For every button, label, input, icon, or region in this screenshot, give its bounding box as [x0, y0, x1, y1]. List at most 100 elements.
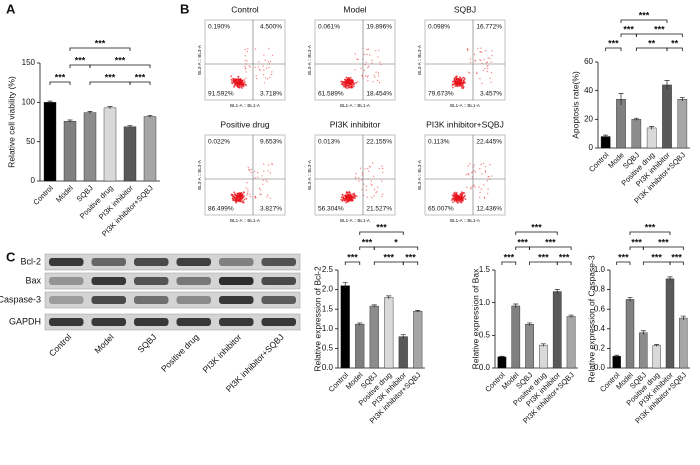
- event-dot: [271, 71, 273, 73]
- event-dot: [457, 198, 460, 201]
- event-dot: [348, 86, 350, 89]
- bracket: [635, 33, 683, 37]
- flow-title: Model: [343, 4, 366, 14]
- significance-label: ***: [95, 38, 106, 48]
- bar: [143, 116, 157, 182]
- event-dot: [487, 67, 489, 70]
- error-bar: [357, 322, 363, 326]
- event-dot: [345, 195, 347, 198]
- event-dot: [267, 61, 270, 63]
- event-dot: [239, 79, 242, 82]
- quadrant-percent: 21.527%: [366, 206, 392, 213]
- event-dot: [376, 191, 378, 193]
- bar: [497, 356, 507, 369]
- event-dot: [246, 194, 248, 196]
- event-dot: [357, 81, 359, 83]
- event-dot: [453, 77, 456, 79]
- event-dot: [351, 196, 354, 199]
- event-dot: [382, 171, 384, 174]
- event-dot: [347, 200, 349, 203]
- event-dot: [486, 61, 489, 63]
- event-dot: [343, 85, 345, 88]
- event-dot: [242, 82, 245, 85]
- y-tick-label: 0.4: [594, 324, 606, 333]
- error-bar: [107, 106, 113, 110]
- event-dot: [381, 193, 384, 195]
- event-dot: [356, 58, 358, 60]
- bracket: [620, 33, 637, 37]
- blot-lane-label: PI3K inhibitor: [200, 332, 243, 375]
- event-dot: [233, 196, 236, 199]
- event-dot: [479, 168, 481, 170]
- event-dot: [371, 59, 373, 62]
- event-dot: [350, 194, 353, 197]
- bracket: [616, 261, 631, 265]
- event-dot: [484, 67, 486, 70]
- bracket: [89, 64, 151, 68]
- event-dot: [233, 191, 235, 194]
- event-dot: [269, 172, 272, 174]
- event-dot: [375, 50, 377, 52]
- event-dot: [480, 163, 482, 166]
- event-dot: [232, 79, 235, 81]
- event-dot: [241, 194, 243, 197]
- event-dot: [254, 66, 256, 69]
- significance-label: ***: [671, 252, 682, 262]
- event-dot: [451, 80, 454, 83]
- quadrant-percent: 3.718%: [260, 91, 282, 98]
- event-dot: [482, 162, 485, 164]
- event-dot: [240, 198, 243, 200]
- event-dot: [452, 86, 454, 89]
- quadrant-percent: 86.499%: [208, 206, 234, 213]
- event-dot: [358, 180, 360, 182]
- bar: [63, 121, 77, 182]
- event-dot: [473, 184, 475, 186]
- event-dot: [375, 71, 377, 73]
- bracket: [359, 231, 404, 235]
- bar: [639, 332, 648, 369]
- bar: [662, 84, 672, 149]
- bracket: [642, 261, 671, 265]
- quadrant-percent: 22.155%: [366, 139, 392, 146]
- event-dot: [451, 194, 454, 197]
- event-dot: [489, 164, 491, 166]
- event-dot: [374, 76, 376, 78]
- significance-label: ***: [538, 252, 549, 262]
- bracket: [49, 81, 71, 85]
- event-dot: [367, 65, 370, 67]
- event-dot: [369, 166, 372, 168]
- event-dot: [464, 198, 467, 201]
- event-dot: [361, 172, 363, 174]
- bracket: [373, 261, 404, 265]
- blot-band: [49, 258, 84, 266]
- event-dot: [249, 66, 251, 68]
- event-dot: [460, 78, 463, 81]
- blot-lane-label: SQBJ: [135, 332, 158, 355]
- flow-x-label: BL1-A :: BL1-A: [230, 103, 260, 108]
- event-dot: [263, 69, 265, 71]
- error-bar: [415, 310, 421, 312]
- event-dot: [264, 77, 267, 79]
- event-dot: [372, 175, 375, 177]
- event-dot: [463, 78, 466, 81]
- y-tick-label: 0.2: [594, 344, 606, 353]
- event-dot: [479, 191, 481, 194]
- event-dot: [481, 173, 483, 175]
- quadrant-percent: 0.098%: [428, 24, 450, 31]
- event-dot: [376, 79, 379, 82]
- event-dot: [452, 197, 454, 199]
- event-dot: [487, 57, 489, 59]
- event-dot: [345, 83, 347, 86]
- event-dot: [248, 168, 250, 171]
- event-dot: [242, 191, 245, 194]
- event-dot: [352, 199, 354, 202]
- bar: [511, 305, 521, 369]
- y-tick-label: 40: [584, 86, 593, 95]
- event-dot: [255, 75, 257, 77]
- quadrant-percent: 65.007%: [428, 206, 454, 213]
- event-dot: [471, 185, 473, 188]
- error-bar: [513, 303, 519, 308]
- event-dot: [373, 195, 375, 197]
- event-dot: [262, 65, 264, 67]
- y-axis-label: Relative expression of Bax: [470, 268, 480, 369]
